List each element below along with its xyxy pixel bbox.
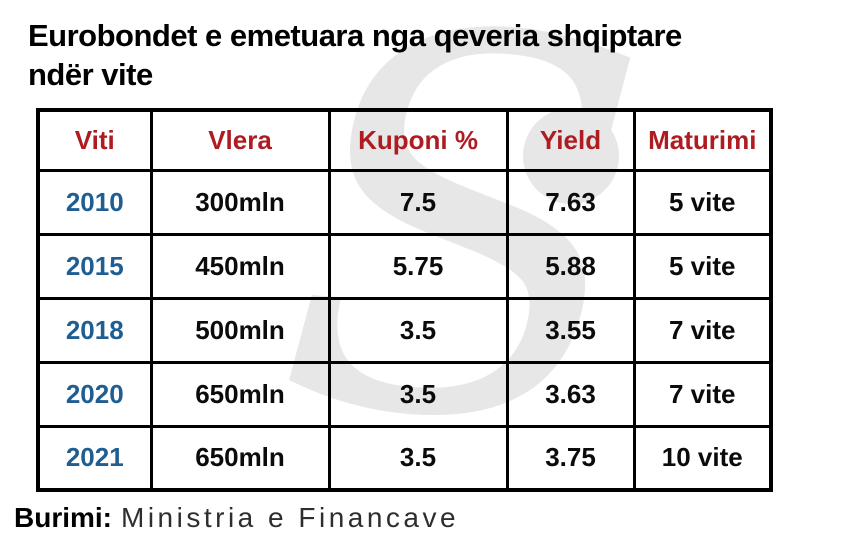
page-title-line1: Eurobondet e emetuara nga qeveria shqipt… [28, 18, 682, 53]
eurobonds-table: Viti Vlera Kuponi % Yield Maturimi 2010 3… [36, 108, 773, 492]
year-cell: 2010 [36, 168, 153, 236]
table-header-row: Viti Vlera Kuponi % Yield Maturimi [36, 108, 773, 172]
value-cell: 7.5 [327, 168, 509, 236]
value-cell: 5.88 [505, 232, 636, 300]
value-cell: 5.75 [327, 232, 509, 300]
column-header-vlera: Vlera [149, 108, 331, 172]
value-cell: 7 vite [632, 296, 773, 364]
column-header-viti: Viti [36, 108, 153, 172]
table-row: 2018 500mln 3.5 3.55 7 vite [36, 296, 773, 364]
column-header-kuponi: Kuponi % [327, 108, 509, 172]
table-row: 2015 450mln 5.75 5.88 5 vite [36, 232, 773, 300]
year-cell: 2021 [36, 424, 153, 492]
source-label: Burimi: [14, 502, 112, 533]
value-cell: 3.55 [505, 296, 636, 364]
page-title: Eurobondet e emetuara nga qeveria shqipt… [28, 16, 682, 94]
value-cell: 5 vite [632, 232, 773, 300]
value-cell: 500mln [149, 296, 331, 364]
value-cell: 5 vite [632, 168, 773, 236]
table-body: 2010 300mln 7.5 7.63 5 vite 2015 450mln 5.75 5.8… [36, 168, 773, 492]
table-row: 2021 650mln 3.5 3.75 10 vite [36, 424, 773, 492]
value-cell: 3.63 [505, 360, 636, 428]
value-cell: 300mln [149, 168, 331, 236]
value-cell: 10 vite [632, 424, 773, 492]
column-header-maturimi: Maturimi [632, 108, 773, 172]
page-title-line2: ndër vite [28, 57, 153, 92]
year-cell: 2015 [36, 232, 153, 300]
column-header-yield: Yield [505, 108, 636, 172]
value-cell: 7 vite [632, 360, 773, 428]
value-cell: 7.63 [505, 168, 636, 236]
value-cell: 3.5 [327, 360, 509, 428]
value-cell: 450mln [149, 232, 331, 300]
source-value: Ministria e Financave [121, 502, 460, 533]
year-cell: 2020 [36, 360, 153, 428]
table-row: 2010 300mln 7.5 7.63 5 vite [36, 168, 773, 236]
value-cell: 650mln [149, 360, 331, 428]
value-cell: 650mln [149, 424, 331, 492]
table-header: Viti Vlera Kuponi % Yield Maturimi [36, 108, 773, 172]
value-cell: 3.5 [327, 296, 509, 364]
value-cell: 3.5 [327, 424, 509, 492]
source-line: Burimi: Ministria e Financave [14, 502, 459, 534]
value-cell: 3.75 [505, 424, 636, 492]
table-row: 2020 650mln 3.5 3.63 7 vite [36, 360, 773, 428]
year-cell: 2018 [36, 296, 153, 364]
